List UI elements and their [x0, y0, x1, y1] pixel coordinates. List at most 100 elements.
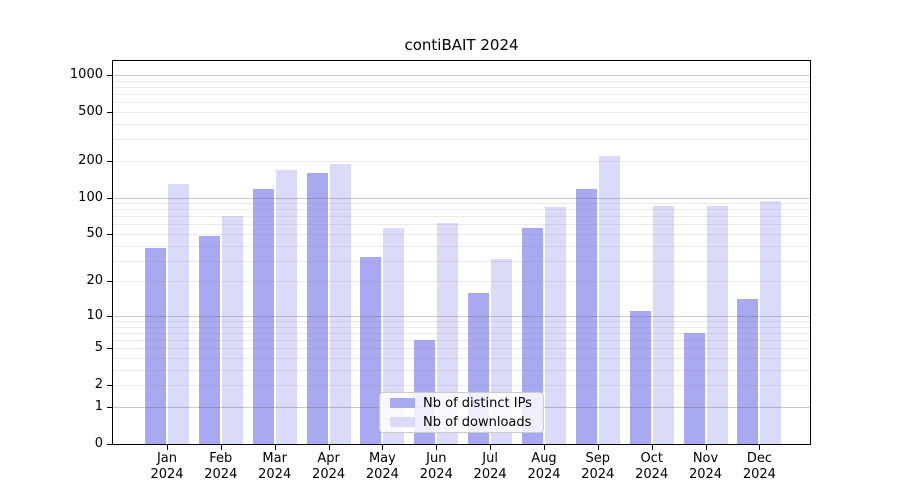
x-tick-mark: [274, 445, 276, 450]
bar-distinct-ips: [521, 228, 543, 444]
gridline-minor: [113, 281, 810, 283]
gridline-minor: [113, 385, 810, 387]
x-tick-label: Nov 2024: [688, 451, 723, 482]
x-tick-mark: [490, 445, 492, 450]
gridline-minor: [113, 112, 810, 113]
gridline-minor: [113, 234, 810, 235]
x-tick-label: Apr 2024: [312, 451, 346, 482]
gridline-minor: [113, 326, 810, 328]
y-tick-mark: [107, 75, 113, 76]
gridline-minor: [113, 260, 810, 262]
bar-downloads: [706, 206, 728, 444]
x-tick-label: Sep 2024: [581, 451, 615, 482]
y-tick-mark: [107, 234, 113, 235]
legend-item-downloads: Nb of downloads: [390, 415, 543, 430]
y-tick-mark: [107, 348, 113, 350]
gridline-major: [113, 315, 810, 317]
bar-downloads: [221, 215, 243, 444]
legend-label-downloads: Nb of downloads: [423, 414, 532, 430]
bar-downloads: [544, 207, 566, 444]
gridline-minor: [113, 123, 810, 125]
bar-downloads: [383, 228, 405, 444]
y-tick-label: 500: [78, 104, 103, 119]
x-tick-mark: [220, 445, 222, 450]
y-tick-label: 1000: [69, 67, 103, 82]
legend-label-distinct-ips: Nb of distinct IPs: [423, 395, 532, 411]
y-tick-mark: [107, 281, 113, 283]
y-tick-label: 5: [94, 340, 103, 356]
bar-distinct-ips: [306, 173, 328, 444]
y-tick-mark: [107, 385, 113, 387]
bar-downloads: [760, 200, 782, 444]
gridline-minor: [113, 94, 810, 95]
x-tick-mark: [651, 445, 653, 450]
gridline-minor: [113, 216, 810, 218]
y-tick-label: 0: [94, 436, 103, 451]
x-tick-mark: [167, 445, 168, 450]
y-tick-mark: [107, 444, 113, 445]
bar-downloads: [329, 163, 351, 444]
y-tick-mark: [107, 315, 113, 317]
chart-title: contiBAIT 2024: [404, 36, 519, 54]
bar-distinct-ips: [629, 311, 651, 444]
bar-downloads: [598, 155, 620, 444]
bar-downloads: [437, 222, 459, 444]
x-tick-mark: [382, 445, 384, 450]
x-tick-label: Mar 2024: [258, 451, 292, 482]
x-tick-mark: [597, 445, 599, 450]
y-tick-label: 1: [94, 399, 103, 414]
gridline-major: [113, 197, 810, 199]
x-tick-mark: [328, 445, 330, 450]
gridline-major: [113, 75, 810, 76]
legend-item-distinct-ips: Nb of distinct IPs: [390, 396, 543, 411]
gridline-minor: [113, 139, 810, 141]
x-tick-label: Aug 2024: [527, 451, 561, 482]
x-tick-label: Jun 2024: [419, 451, 453, 482]
y-tick-label: 20: [86, 273, 103, 289]
gridline-minor: [113, 321, 810, 322]
gridline-minor: [113, 348, 810, 350]
gridline-minor: [113, 203, 810, 205]
x-tick-mark: [544, 445, 545, 450]
bar-distinct-ips: [198, 236, 220, 444]
gridline-minor: [113, 209, 810, 211]
bar-downloads: [168, 183, 189, 444]
legend-swatch-distinct-ips-icon: [390, 398, 415, 408]
x-tick-mark: [705, 445, 707, 450]
gridline-minor: [113, 340, 810, 342]
bar-distinct-ips: [252, 189, 274, 444]
plot-border: [112, 60, 811, 445]
gridline-minor: [113, 86, 810, 88]
legend: Nb of distinct IPs Nb of downloads: [379, 392, 544, 433]
y-tick-mark: [107, 160, 113, 162]
bar-distinct-ips: [575, 188, 597, 444]
x-tick-label: Jul 2024: [473, 451, 507, 482]
x-tick-label: Feb 2024: [204, 451, 238, 482]
y-tick-mark: [107, 407, 113, 408]
bar-downloads: [652, 205, 674, 444]
bar-distinct-ips: [145, 248, 166, 444]
x-tick-label: Dec 2024: [742, 451, 776, 482]
y-tick-label: 200: [78, 152, 103, 168]
y-tick-label: 100: [78, 189, 103, 205]
y-tick-label: 2: [94, 377, 103, 393]
gridline-minor: [113, 245, 810, 247]
y-tick-label: 50: [86, 226, 103, 241]
gridline-minor: [113, 370, 810, 371]
gridline-minor: [113, 160, 810, 162]
gridline-minor: [113, 102, 810, 104]
x-tick-label: May 2024: [365, 451, 399, 482]
bar-distinct-ips: [360, 257, 382, 444]
x-tick-mark: [436, 445, 438, 450]
legend-swatch-downloads-icon: [390, 417, 415, 427]
gridline-minor: [113, 80, 810, 82]
x-tick-label: Oct 2024: [635, 451, 669, 482]
bar-distinct-ips: [683, 332, 705, 444]
bar-distinct-ips: [737, 299, 759, 444]
gridline-minor: [113, 332, 810, 334]
bar-downloads: [275, 170, 297, 444]
gridline-minor: [113, 224, 810, 226]
gridline-minor: [113, 358, 810, 359]
y-tick-mark: [107, 197, 113, 199]
